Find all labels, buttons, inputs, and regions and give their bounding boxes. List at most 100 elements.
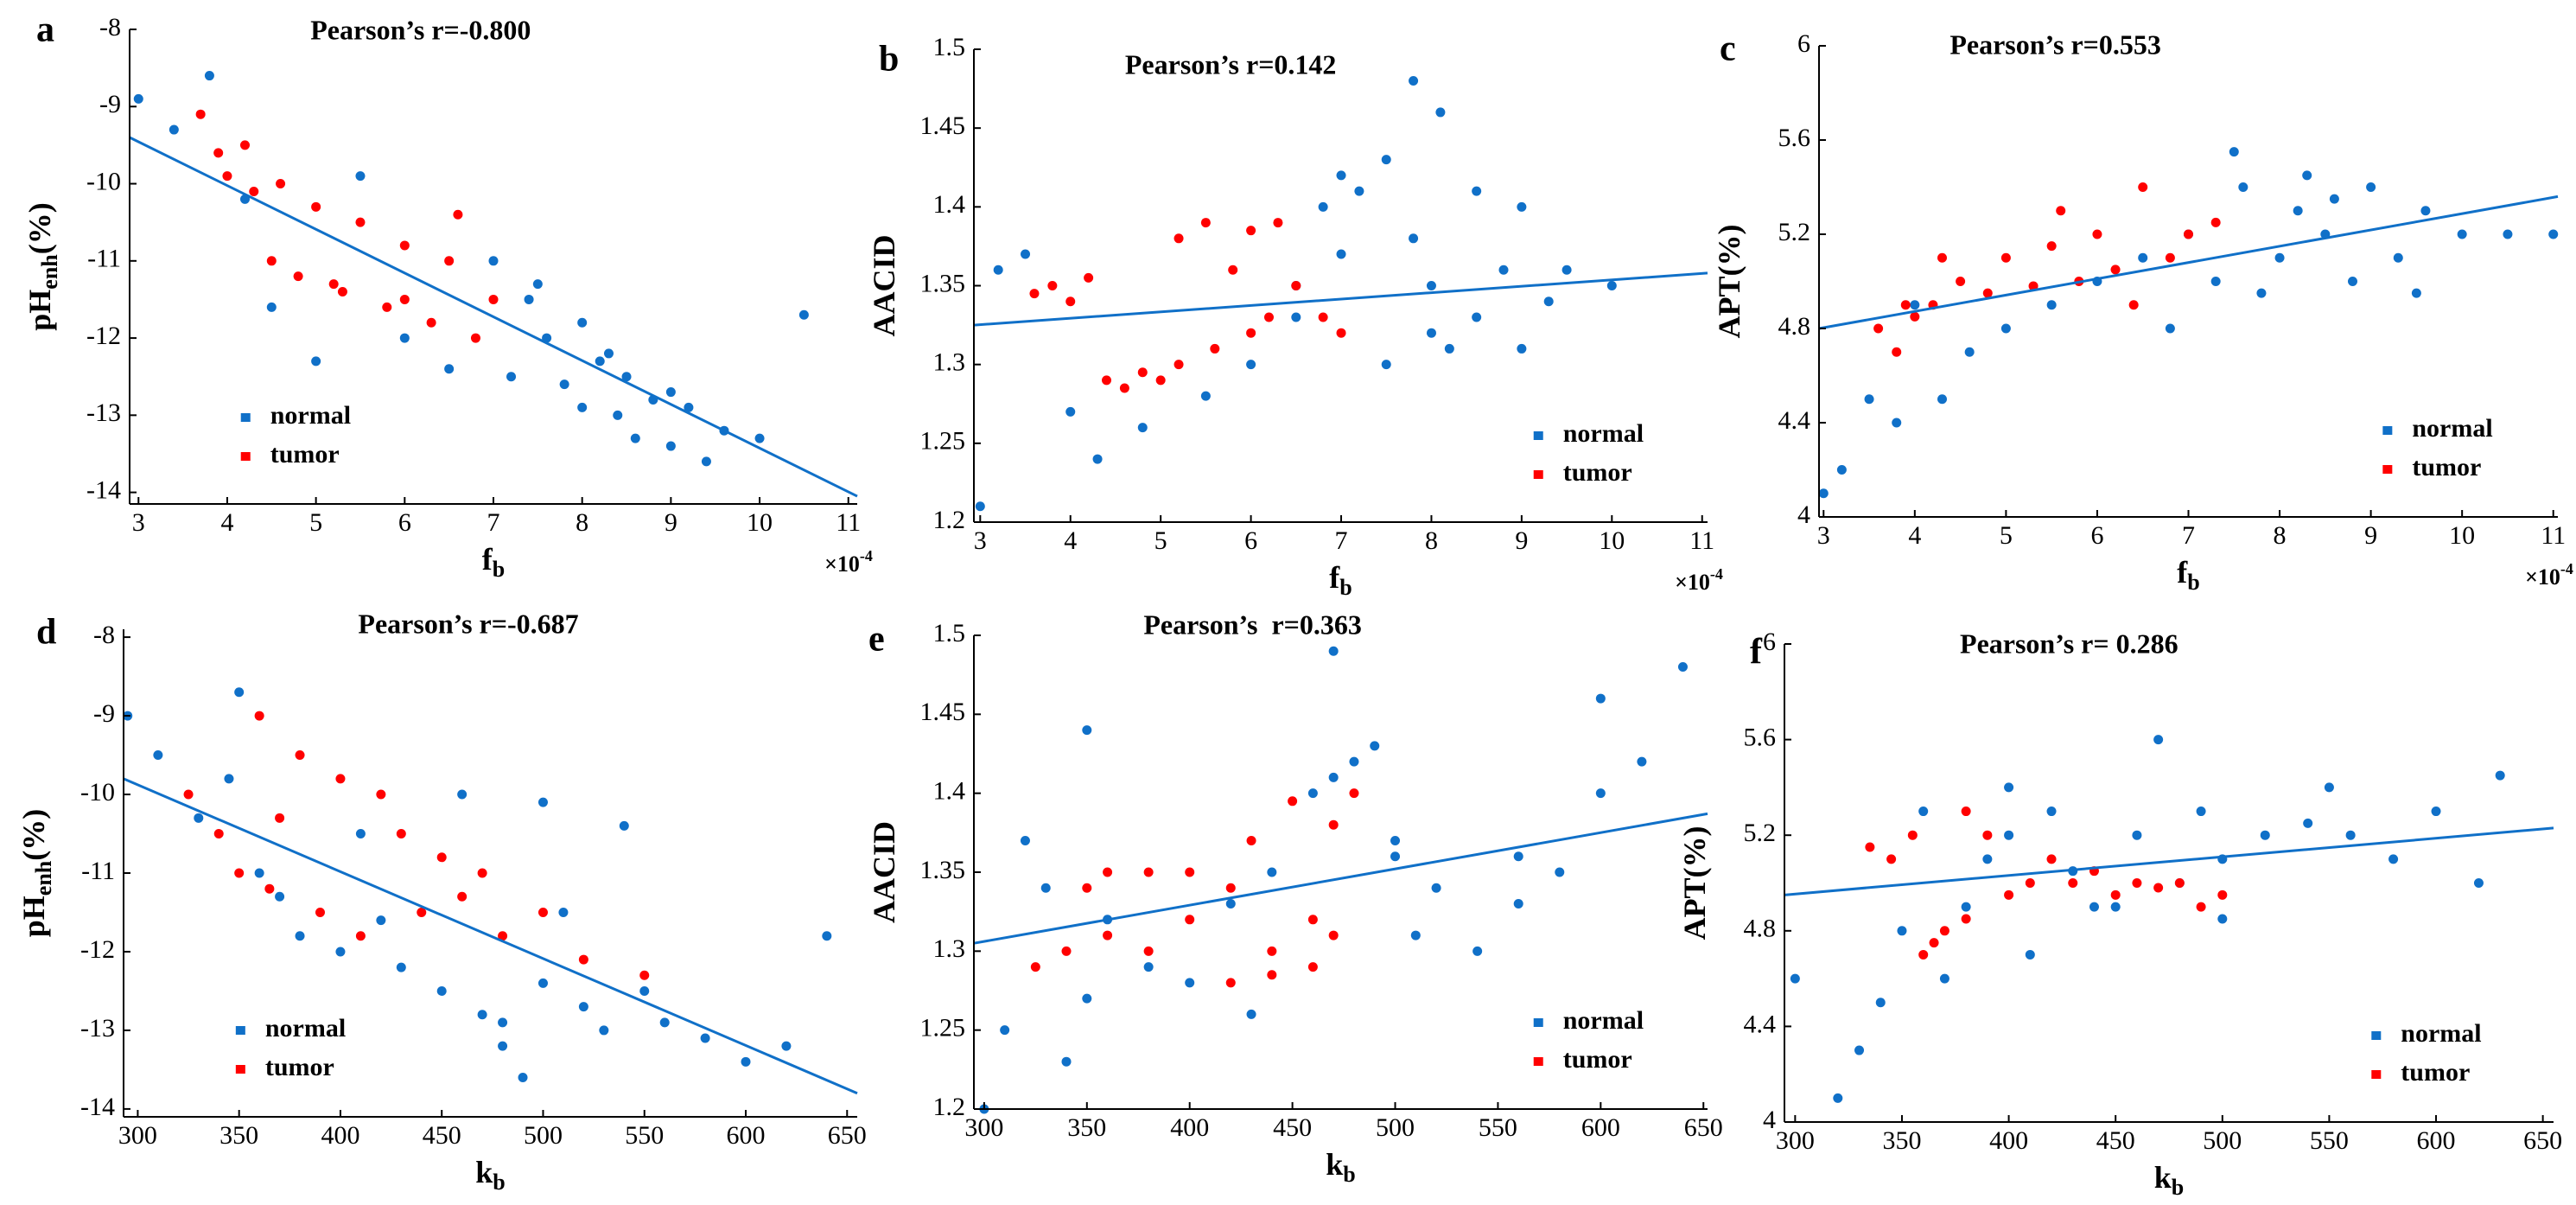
legend-label: normal bbox=[2412, 414, 2492, 443]
multiplier-part: ×10 bbox=[824, 551, 860, 577]
y-tick-label: 1.3 bbox=[933, 934, 966, 963]
data-point bbox=[396, 829, 406, 839]
x-multiplier: ×10-4 bbox=[1675, 565, 1723, 595]
x-tick-label: 450 bbox=[1273, 1113, 1312, 1142]
data-point bbox=[1875, 998, 1886, 1008]
data-point bbox=[537, 907, 548, 917]
y-tick-label: 6 bbox=[1763, 628, 1776, 656]
data-point bbox=[1892, 347, 1902, 357]
data-point bbox=[798, 309, 809, 320]
x-tick-label: 9 bbox=[1515, 526, 1528, 555]
y-tick-label: -11 bbox=[87, 245, 121, 273]
data-point bbox=[1854, 1045, 1865, 1055]
data-point bbox=[382, 302, 392, 312]
x-tick-label: 4 bbox=[220, 508, 233, 537]
data-point bbox=[1939, 926, 1949, 936]
data-point bbox=[295, 931, 305, 941]
data-point bbox=[194, 813, 204, 823]
data-point bbox=[1562, 265, 1572, 275]
data-point bbox=[2128, 300, 2139, 310]
data-point bbox=[1354, 186, 1364, 196]
data-point bbox=[1431, 883, 1441, 893]
data-point bbox=[1982, 854, 1993, 864]
data-point bbox=[665, 387, 676, 398]
data-point bbox=[295, 750, 305, 761]
x-tick-label: 7 bbox=[1335, 526, 1348, 555]
data-point bbox=[2028, 281, 2039, 291]
data-point bbox=[542, 333, 552, 343]
data-point bbox=[436, 985, 447, 996]
data-point bbox=[1000, 1025, 1010, 1036]
panel-label: d bbox=[36, 613, 56, 653]
y-label-part: enh bbox=[37, 254, 62, 290]
x-axis-label: kb bbox=[475, 1155, 506, 1195]
data-point bbox=[781, 1041, 792, 1051]
data-point bbox=[1328, 819, 1339, 830]
data-point bbox=[1103, 930, 1113, 940]
data-point bbox=[2303, 818, 2313, 828]
data-point bbox=[153, 750, 163, 761]
x-tick-label: 10 bbox=[2449, 521, 2475, 550]
y-tick-label: 4 bbox=[1763, 1106, 1776, 1134]
chart-title: Pearson’s r=-0.687 bbox=[358, 608, 578, 639]
x-tick-label: 5 bbox=[309, 508, 322, 537]
data-point bbox=[2293, 206, 2303, 216]
data-point bbox=[1498, 265, 1509, 275]
data-point bbox=[264, 883, 275, 894]
data-point bbox=[1328, 930, 1339, 940]
data-point bbox=[254, 711, 264, 721]
data-point bbox=[1082, 883, 1092, 893]
data-point bbox=[2217, 889, 2228, 900]
data-point bbox=[376, 789, 386, 800]
data-point bbox=[1961, 902, 1971, 912]
panel-label: a bbox=[36, 10, 54, 50]
data-point bbox=[700, 1033, 710, 1043]
x-tick-label: 6 bbox=[398, 508, 411, 537]
fit-line bbox=[1784, 826, 2554, 896]
x-tick-label: 8 bbox=[1425, 526, 1438, 555]
data-point bbox=[701, 456, 711, 467]
x-tick-label: 11 bbox=[2541, 521, 2566, 550]
x-tick-label: 11 bbox=[836, 508, 861, 537]
data-point bbox=[1143, 867, 1154, 877]
data-point bbox=[1200, 391, 1211, 401]
legend-marker bbox=[2371, 1070, 2382, 1079]
chart-title: Pearson’s r=0.553 bbox=[1949, 29, 2161, 60]
data-point bbox=[1336, 328, 1346, 338]
data-point bbox=[1381, 360, 1391, 370]
data-point bbox=[355, 171, 366, 182]
data-point bbox=[2366, 182, 2376, 192]
data-point bbox=[213, 829, 224, 839]
data-point bbox=[1897, 926, 1907, 936]
x-tick-label: 300 bbox=[118, 1121, 157, 1150]
y-label-part: AACID bbox=[867, 821, 901, 923]
y-label-part: pH bbox=[16, 896, 51, 937]
data-point bbox=[2004, 830, 2014, 840]
legend-marker bbox=[240, 452, 251, 461]
legend-label: tumor bbox=[270, 440, 340, 469]
data-point bbox=[1336, 249, 1346, 259]
x-tick-label: 350 bbox=[1067, 1113, 1106, 1142]
data-point bbox=[1021, 249, 1031, 259]
data-point bbox=[328, 279, 339, 290]
y-tick-label: 4 bbox=[1797, 500, 1810, 529]
data-point bbox=[1246, 835, 1256, 845]
data-point bbox=[1185, 915, 1195, 925]
x-tick-label: 5 bbox=[1154, 526, 1167, 555]
data-point bbox=[754, 433, 765, 443]
data-point bbox=[2345, 830, 2356, 840]
data-point bbox=[2274, 252, 2285, 263]
data-point bbox=[470, 333, 480, 343]
x-label-sub: b bbox=[1343, 1162, 1355, 1187]
y-tick-label: -8 bbox=[93, 621, 115, 649]
legend-label: normal bbox=[265, 1014, 346, 1042]
data-point bbox=[266, 302, 277, 312]
data-point bbox=[355, 217, 366, 227]
y-tick-label: 1.5 bbox=[933, 33, 966, 61]
data-point bbox=[1865, 842, 1875, 852]
data-point bbox=[1907, 830, 1918, 840]
legend-marker bbox=[235, 1026, 245, 1035]
y-axis-label: pHenh(%) bbox=[22, 202, 62, 330]
legend-label: tumor bbox=[1563, 458, 1632, 487]
data-point bbox=[659, 1017, 670, 1028]
